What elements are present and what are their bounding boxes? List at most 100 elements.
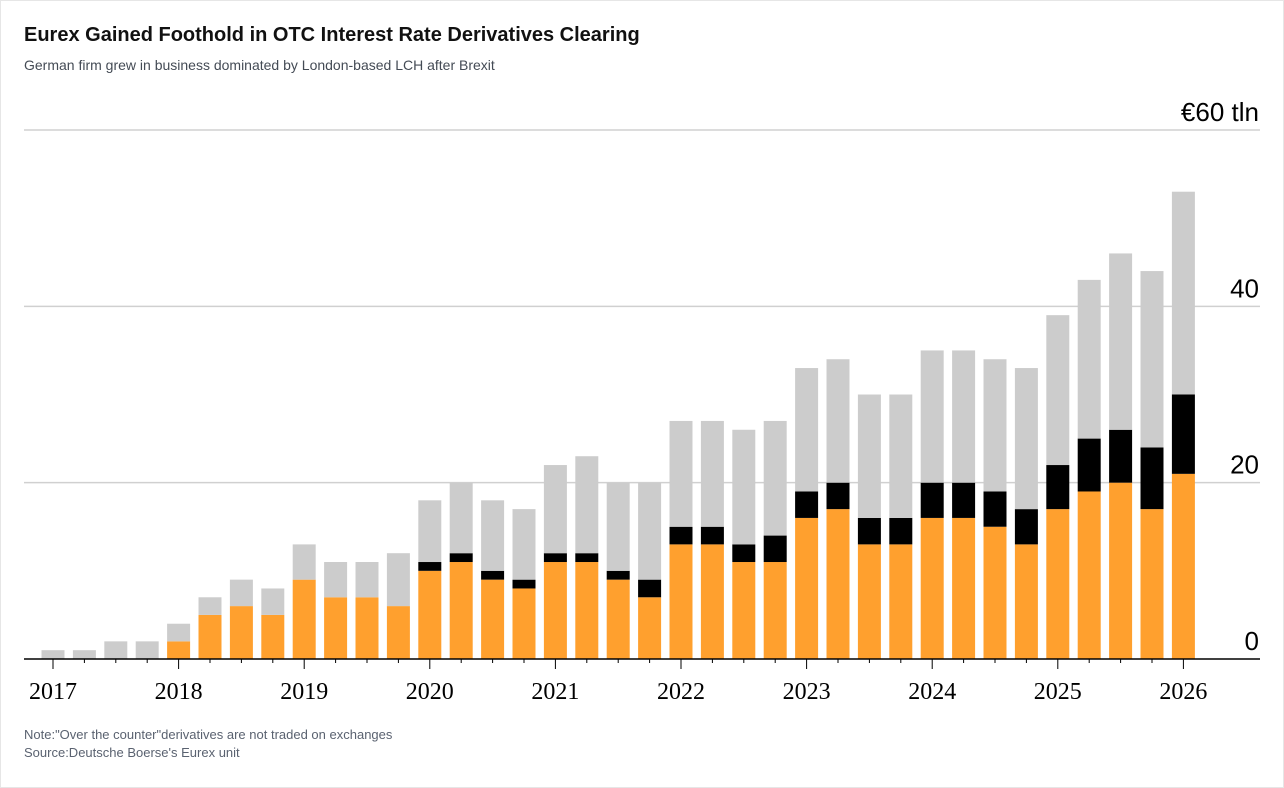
bar-segment-orange <box>449 562 473 659</box>
source-note: Source:Deutsche Boerse's Eurex unit <box>24 745 240 760</box>
bar-segment-gray <box>355 562 379 598</box>
bar-segment-gray <box>889 394 913 518</box>
bar-segment-black <box>795 491 819 518</box>
bar-segment-orange <box>386 606 410 659</box>
x-tick-label: 2026 <box>1159 679 1207 705</box>
bar-segment-orange <box>1140 509 1164 659</box>
bar-segment-orange <box>889 544 913 659</box>
bar-segment-orange <box>700 544 724 659</box>
bar-segment-gray <box>41 650 65 659</box>
bar-segment-black <box>449 553 473 563</box>
bar-segment-gray <box>952 350 976 483</box>
bar-segment-orange <box>1077 491 1101 659</box>
bar-segment-black <box>1140 447 1164 510</box>
bar-segment-gray <box>763 420 787 536</box>
bar-segment-black <box>1046 465 1070 510</box>
bar-segment-black <box>481 570 505 580</box>
bar-segment-orange <box>481 579 505 659</box>
bar-segment-gray <box>732 429 756 545</box>
bar-segment-gray <box>229 579 253 607</box>
bar-segment-gray <box>669 420 693 527</box>
bar-segment-gray <box>606 482 630 571</box>
x-tick-label: 2023 <box>783 679 831 705</box>
bar-segment-orange <box>606 579 630 659</box>
y-tick-label: 40 <box>1230 273 1259 303</box>
bar-segment-gray <box>481 500 505 571</box>
bar-segment-orange <box>1014 544 1038 659</box>
bar-segment-gray <box>795 368 819 492</box>
bar-segment-orange <box>229 606 253 659</box>
bar-segment-black <box>732 544 756 563</box>
bar-segment-black <box>512 579 536 589</box>
bar-segment-black <box>952 482 976 518</box>
bar-segment-gray <box>386 553 410 607</box>
bar-segment-black <box>1077 438 1101 492</box>
bar-segment-gray <box>418 500 442 563</box>
bar-segment-black <box>1014 509 1038 545</box>
bar-segment-black <box>606 570 630 580</box>
y-tick-label: 0 <box>1245 626 1259 656</box>
bar-segment-black <box>669 526 693 545</box>
x-tick-label: 2025 <box>1034 679 1082 705</box>
bar-segment-gray <box>1077 279 1101 439</box>
x-tick-label: 2017 <box>29 679 77 705</box>
bar-segment-black <box>857 517 881 545</box>
bar-segment-gray <box>1140 271 1164 448</box>
bar-segment-gray <box>920 350 944 483</box>
bar-segment-black <box>418 562 442 571</box>
bar-segment-orange <box>512 588 536 659</box>
bar-segment-orange <box>763 562 787 659</box>
bar-segment-black <box>543 553 567 563</box>
bar-segment-gray <box>826 359 850 483</box>
chart-title: Eurex Gained Foothold in OTC Interest Ra… <box>24 24 640 46</box>
bar-segment-black <box>983 491 1007 527</box>
x-tick-label: 2018 <box>155 679 203 705</box>
bar-segment-gray <box>104 641 128 659</box>
bar-segment-gray <box>1109 253 1133 430</box>
bar-segment-gray <box>292 544 316 580</box>
x-tick-label: 2021 <box>531 679 579 705</box>
bar-segment-black <box>1109 429 1133 483</box>
x-tick-label: 2024 <box>908 679 956 705</box>
bar-segment-gray <box>1171 191 1195 395</box>
bar-segment-orange <box>1109 482 1133 659</box>
bar-segment-gray <box>135 641 159 659</box>
bar-segment-orange <box>732 562 756 659</box>
bar-segment-orange <box>198 614 222 659</box>
bar-segment-orange <box>1046 509 1070 659</box>
bar-segment-gray <box>261 588 285 615</box>
bar-segment-black <box>700 526 724 545</box>
bar-segment-black <box>920 482 944 518</box>
bar-segment-black <box>575 553 599 563</box>
bar-segment-orange <box>292 579 316 659</box>
bar-segment-orange <box>355 597 379 659</box>
bar-segment-gray <box>1046 315 1070 466</box>
bar-segment-gray <box>449 482 473 554</box>
bar-segment-gray <box>857 394 881 518</box>
bar-segment-orange <box>418 570 442 659</box>
bar-segment-orange <box>952 517 976 659</box>
bar-segment-gray <box>638 482 662 580</box>
bar-segment-black <box>826 482 850 510</box>
bar-segment-orange <box>575 562 599 659</box>
y-tick-label: €60 tln <box>1181 97 1259 127</box>
bar-segment-orange <box>920 517 944 659</box>
bar-segment-orange <box>857 544 881 659</box>
bar-segment-gray <box>167 623 191 642</box>
bar-segment-black <box>638 579 662 598</box>
chart-subtitle: German firm grew in business dominated b… <box>24 57 495 73</box>
x-tick-label: 2020 <box>406 679 454 705</box>
bar-segment-gray <box>198 597 222 615</box>
bar-segment-orange <box>324 597 348 659</box>
bar-segment-black <box>889 517 913 545</box>
bar-segment-gray <box>543 465 567 554</box>
bar-segment-gray <box>512 509 536 580</box>
x-tick-label: 2019 <box>280 679 328 705</box>
bar-segment-gray <box>983 359 1007 492</box>
bar-segment-gray <box>324 562 348 598</box>
bar-segment-orange <box>543 562 567 659</box>
bar-segment-black <box>1171 394 1195 474</box>
bar-segment-gray <box>72 650 96 659</box>
footnote: Note:"Over the counter"derivatives are n… <box>24 727 393 742</box>
